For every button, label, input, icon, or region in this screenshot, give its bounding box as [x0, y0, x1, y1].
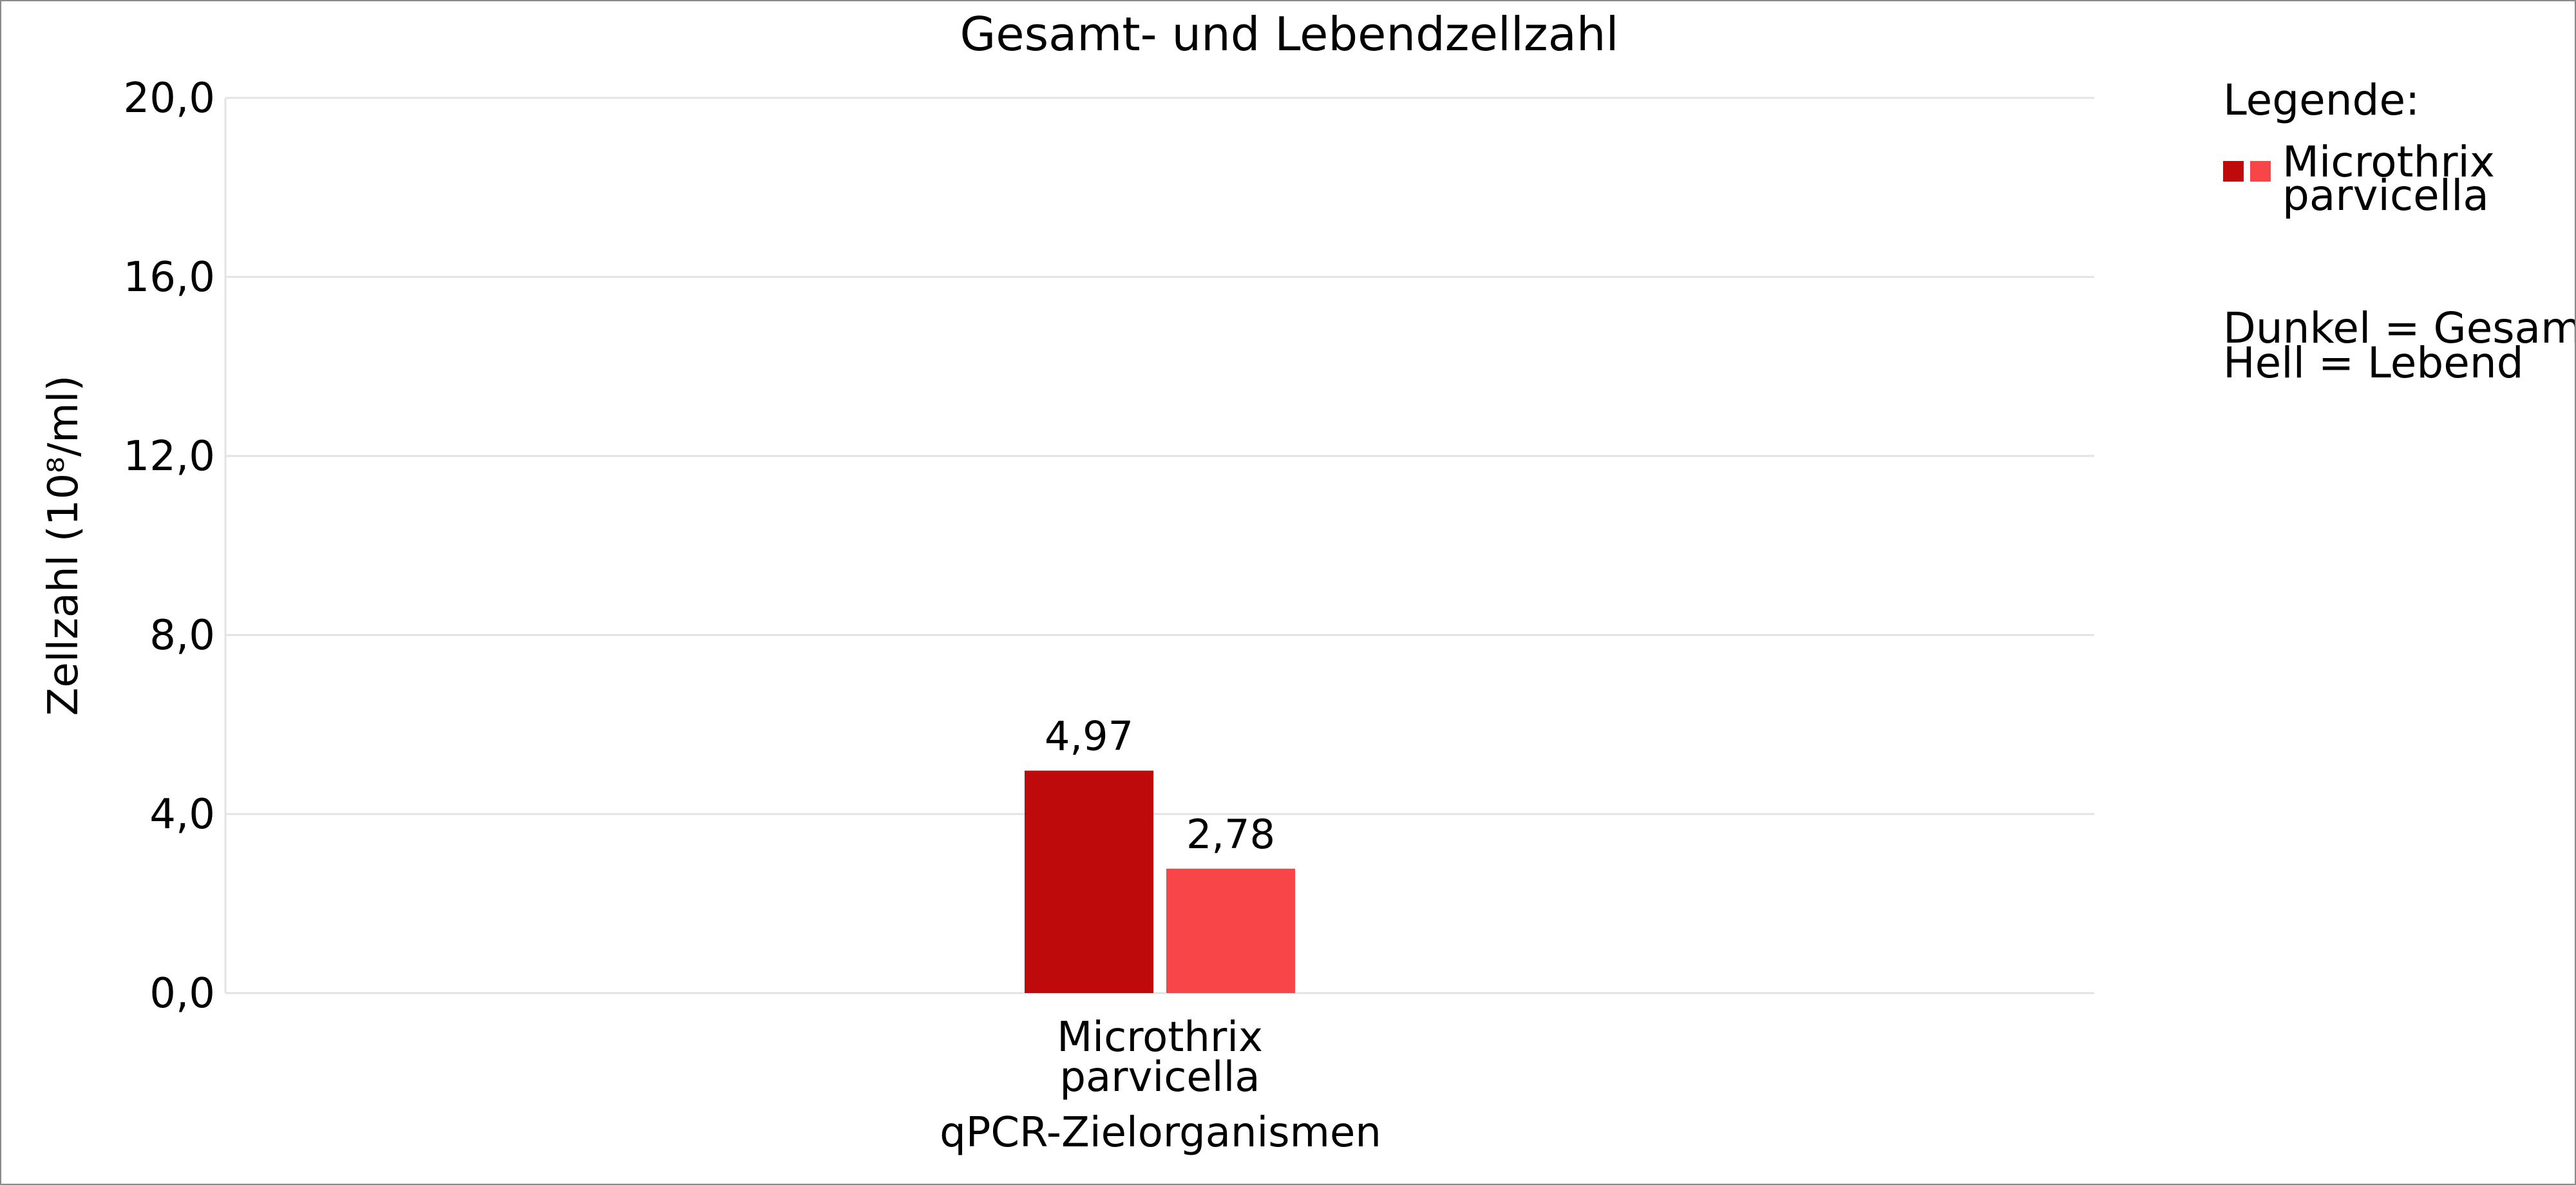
y-tick-label: 20,0 [124, 75, 216, 122]
legend-heading: Legende: [2223, 75, 2420, 125]
bar [1166, 868, 1295, 993]
bar-value-label: 4,97 [1045, 713, 1133, 760]
bars: 4,97 2,78 [1025, 713, 1295, 993]
gridlines [224, 97, 2094, 994]
legend-note: Hell = Lebend [2223, 338, 2524, 388]
x-tick-label: parvicella [1059, 1054, 1260, 1101]
x-tick-label: Microthrix [1057, 1014, 1263, 1061]
legend-swatch [2223, 161, 2244, 182]
legend-entry-label: Microthrix [2282, 137, 2495, 187]
y-tick-label: 0,0 [149, 970, 215, 1018]
y-tick-label: 12,0 [124, 433, 216, 480]
y-tick-label: 8,0 [149, 612, 215, 659]
x-axis-label: qPCR-Zielorganismen [940, 1109, 1381, 1157]
y-tick-label: 4,0 [149, 791, 215, 839]
legend-swatch [2250, 161, 2271, 182]
chart-title: Gesamt- und Lebendzellzahl [960, 7, 1619, 61]
y-axis-ticks: 0,0 4,0 8,0 12,0 16,0 20,0 [124, 75, 216, 1018]
bar [1025, 770, 1153, 993]
bar-value-label: 2,78 [1186, 811, 1275, 858]
y-axis-label: Zellzahl (10⁸/ml) [40, 375, 88, 716]
y-tick-label: 16,0 [124, 254, 216, 301]
legend-entry-label: parvicella [2282, 171, 2489, 220]
legend-note: Dunkel = Gesamt [2223, 303, 2575, 353]
